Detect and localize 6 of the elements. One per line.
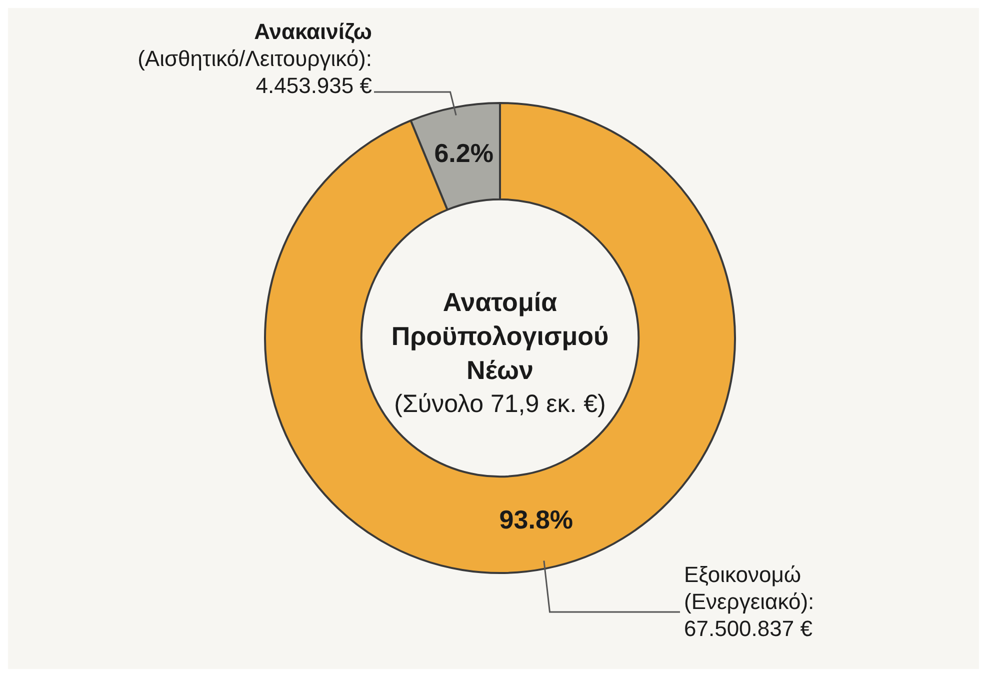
slice-label: Ανακαινίζω (Αισθητικό/Λειτουργικό): 4.453.935 € [136, 18, 372, 99]
data-label: 6.2% [434, 138, 494, 168]
text: (Σύνολο 71,9 εκ. €) [393, 389, 607, 420]
data-label: 93.8% [499, 504, 574, 534]
slice-label: Εξοικονομώ (Ενεργειακό): 67.500.837 € [684, 561, 816, 642]
text: Ανατομία Προϋπολογισμού Νέων [390, 286, 610, 387]
